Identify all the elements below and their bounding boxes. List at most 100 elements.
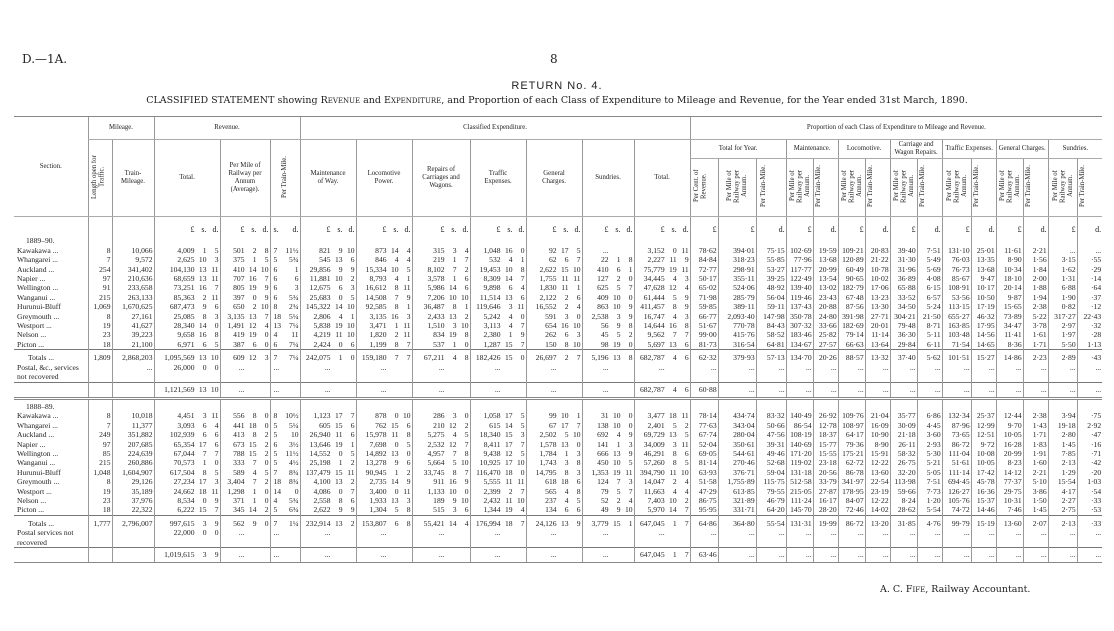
row-revenue-per-train-mile-part: 6 <box>273 292 278 302</box>
row-section: Whangarei ... <box>17 420 58 430</box>
row-traffic-part: 9,438 <box>483 448 501 458</box>
row-repairs: 315 3 4 <box>411 245 471 256</box>
row-expenditure-total-part: 4 <box>684 477 689 487</box>
row-revenue-per-mile-part: 0 <box>252 292 257 302</box>
table-row: Wellington ... 85 224,639 67,044 7 7 788 15 2 5 11… <box>14 448 1103 459</box>
row-locomotive-part: 2 <box>394 330 399 340</box>
row-locomotive-part: 6 <box>406 420 411 430</box>
row-p-traffic-per-mile: 71·54 <box>941 339 972 350</box>
unit-general-part: s. <box>563 225 569 234</box>
row-revenue-per-train-mile-part: 4 <box>273 495 278 505</box>
row-revenue-per-train-mile: 6 3½ <box>269 439 301 449</box>
row-revenue-per-train-mile-part: 6 <box>294 274 299 284</box>
row-p-maint-per-train: ... <box>812 362 839 382</box>
row-p-general-per-train: 2·21 <box>1022 245 1049 256</box>
row-revenue-per-train-mile: ... <box>269 381 301 399</box>
row-general: 565 4 8 <box>525 486 583 496</box>
row-repairs-part: 4 <box>464 518 469 528</box>
row-repairs: 2,433 13 2 <box>411 311 471 322</box>
row-revenue-total-part: 8 <box>202 311 207 321</box>
row-p-total-per-mile: ... <box>717 528 757 548</box>
row-repairs-part: 315 <box>433 245 445 255</box>
row-revenue-total-part: 13 <box>198 384 207 394</box>
header-revenue: Revenue. <box>153 116 301 140</box>
row-traffic-part: ... <box>494 384 501 394</box>
year-label: 1888–89. <box>14 396 88 412</box>
row-locomotive-part <box>387 385 399 394</box>
row-section: Greymouth ... <box>17 477 60 487</box>
row-revenue-total-part: 10 <box>198 255 207 265</box>
row-maintenance: 29,856 9 9 <box>299 264 357 275</box>
row-p-sundries-per-mile: 2·80 <box>1047 430 1078 440</box>
unit-p-traffic-per-mile: £ <box>941 216 972 235</box>
row-traffic-part: 18 <box>504 467 513 477</box>
row-traffic: ... <box>469 546 527 564</box>
row-train-mileage: 22,322 <box>111 505 154 516</box>
header-sub-text: Per Train-Mile. <box>814 165 822 207</box>
row-sundries: 98 19 0 <box>581 339 635 350</box>
row-p-maint-per-train: 20·26 <box>812 349 839 363</box>
row-train-mileage: 210,636 <box>111 274 154 284</box>
row-traffic: 119,646 3 11 <box>469 302 527 312</box>
row-locomotive: 13,278 9 6 <box>355 458 413 468</box>
row-p-general-per-train: 2·21 <box>1022 467 1049 478</box>
row-repairs-part: 7 <box>464 255 469 265</box>
row-expenditure-total-part: 3 <box>672 439 677 449</box>
row-revenue-per-train-mile-part: ... <box>273 384 280 394</box>
row-p-traffic-per-train: ... <box>970 528 997 548</box>
row-revenue-total-part: 9 <box>202 302 207 312</box>
row-p-traffic-per-train: 45·78 <box>970 477 997 487</box>
row-revenue-total-part: 26,000 <box>173 362 195 372</box>
row-traffic-part: 4 <box>508 255 513 265</box>
row-revenue-total-part: 13 <box>198 274 207 284</box>
unit-p-general-per-mile: £ <box>995 216 1024 235</box>
row-traffic-part: 17 <box>504 458 513 468</box>
row-revenue-per-train-mile-part: 11 <box>291 330 299 340</box>
row-locomotive-part: 13 <box>390 495 399 505</box>
row-general: 24,126 13 9 <box>525 514 583 529</box>
row-p-pct-revenue: 78·14 <box>689 411 719 421</box>
row-general-part: 11 <box>561 283 569 293</box>
row-maintenance: 2,806 4 1 <box>299 311 357 322</box>
row-locomotive-part: 3 <box>406 495 411 505</box>
row-repairs-part: 3 <box>452 321 457 331</box>
row-revenue-per-mile-part: 10 <box>260 302 269 312</box>
row-repairs-part <box>445 528 457 537</box>
row-expenditure-total-part: 2 <box>684 420 689 430</box>
row-train-mileage: 263,133 <box>111 292 154 303</box>
row-length <box>87 381 112 399</box>
row-repairs-part: ... <box>438 384 445 394</box>
row-p-maint-per-mile: 215·05 <box>785 486 814 496</box>
row-repairs-part: 10 <box>448 292 457 302</box>
row-p-traffic-per-mile: 132·34 <box>941 411 972 421</box>
row-p-general-per-train: 2·23 <box>1022 349 1049 363</box>
row-p-traffic-per-mile: 163·85 <box>941 321 972 331</box>
row-revenue-per-train-mile-part: 8 <box>273 411 278 421</box>
row-locomotive-part: 10 <box>390 264 399 274</box>
row-revenue-per-mile-part: 10 <box>260 264 269 274</box>
row-sundries-part: 2,538 <box>591 311 609 321</box>
blank-cell <box>941 234 972 246</box>
row-repairs-part: 834 <box>433 330 445 340</box>
row-revenue-per-train-mile-part: 8¾ <box>289 467 299 477</box>
row-general-part: 1,830 <box>539 283 557 293</box>
row-expenditure-total-part: 34,445 <box>643 274 665 284</box>
row-traffic: 615 14 5 <box>469 420 527 431</box>
row-expenditure-total-part: 4 <box>672 274 677 284</box>
row-repairs: 5,986 14 6 <box>411 283 471 293</box>
row-traffic-part: 3 <box>508 302 513 312</box>
row-expenditure-total-part: 12 <box>669 283 677 293</box>
header-sub-text: Per Train-Mile. <box>918 165 926 207</box>
blank-cell <box>111 234 154 246</box>
row-locomotive: 14,892 13 0 <box>355 448 413 459</box>
row-p-general-per-train: 1·84 <box>1022 264 1049 275</box>
row-sundries-part <box>609 385 621 394</box>
row-p-traffic-per-mile: 73·65 <box>941 430 972 440</box>
row-p-traffic-per-train: 10·08 <box>970 448 997 459</box>
row-general-part: 13 <box>560 518 569 528</box>
row-locomotive-part: 2,735 <box>369 477 387 487</box>
row-traffic: 2,380 1 9 <box>469 330 527 340</box>
row-repairs: 911 16 9 <box>411 477 471 487</box>
row-p-pct-revenue: 72·77 <box>689 264 719 275</box>
row-expenditure-total-part: 647,045 <box>639 518 665 528</box>
